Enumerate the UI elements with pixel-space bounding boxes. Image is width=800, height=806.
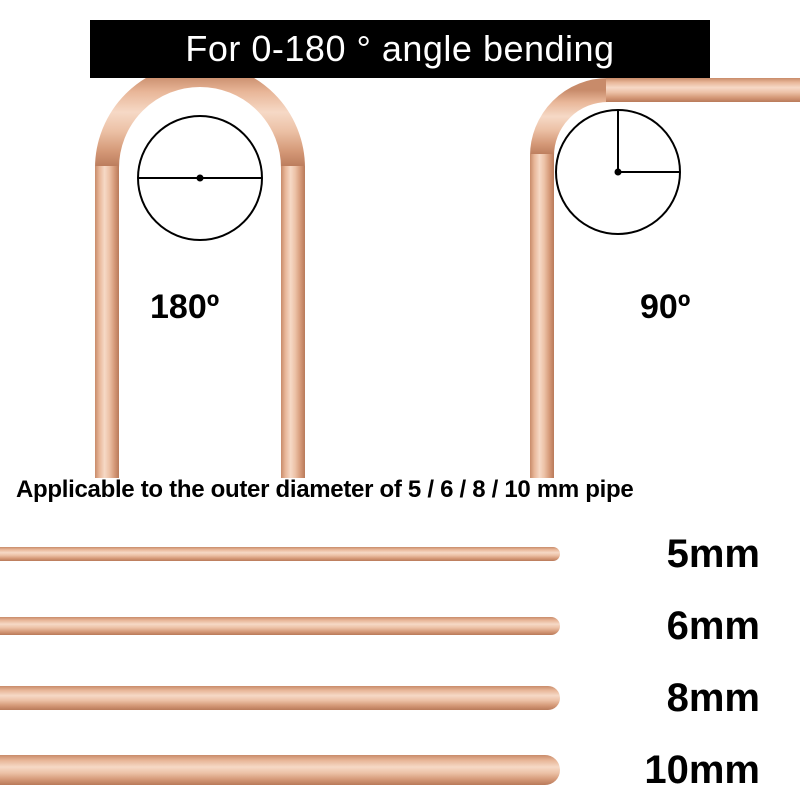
pipe-bar-5mm (0, 547, 560, 561)
angle-label-180: 180º (150, 288, 219, 327)
pipe-label: 6mm (667, 604, 760, 649)
page-title: For 0-180 ° angle bending (90, 20, 710, 78)
pipe-label: 10mm (644, 748, 760, 793)
pipe-bar-6mm (0, 617, 560, 635)
bend-svg (0, 78, 800, 478)
pipe-row: 8mm (0, 662, 800, 734)
pipe-row: 10mm (0, 734, 800, 806)
subtitle: Applicable to the outer diameter of 5 / … (16, 476, 633, 504)
angle-label-90: 90º (640, 288, 690, 327)
pipe-row: 5mm (0, 518, 800, 590)
pipe-label: 5mm (667, 532, 760, 577)
bend-diagram: 180º 90º (0, 78, 800, 478)
pipe-size-list: 5mm 6mm 8mm 10mm (0, 518, 800, 806)
u-bend-180 (95, 78, 305, 478)
pipe-bar-10mm (0, 755, 560, 785)
pipe-label: 8mm (667, 676, 760, 721)
pipe-row: 6mm (0, 590, 800, 662)
l-bend-90 (530, 78, 800, 478)
pipe-bar-8mm (0, 686, 560, 710)
